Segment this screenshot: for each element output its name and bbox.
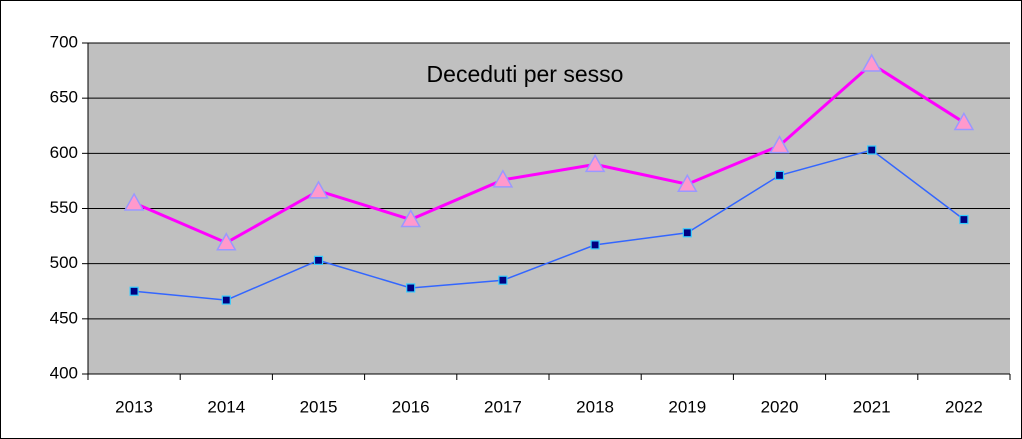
point-marker [584,153,606,173]
point-marker [129,286,139,296]
point-marker [221,295,231,305]
point-marker [953,111,975,131]
y-tick-label: 550 [50,198,78,217]
x-tick-label: 2015 [300,397,338,416]
x-tick-label: 2014 [207,397,245,416]
x-tick-label: 2021 [853,397,891,416]
y-tick-label: 500 [50,253,78,272]
x-tick-label: 2022 [945,397,983,416]
y-tick-label: 400 [50,363,78,382]
point-marker [861,53,882,72]
x-tick-label: 2017 [484,397,522,416]
point-marker [774,170,785,180]
point-marker [406,283,416,293]
point-marker [216,232,237,251]
point-marker [313,255,324,265]
point-marker [682,228,692,238]
series-line [133,62,965,245]
x-tick-label: 2016 [392,397,430,416]
x-tick-label: 2013 [115,397,153,416]
point-marker [590,240,600,250]
point-marker [123,192,145,211]
point-marker [498,275,508,285]
point-marker [400,209,421,228]
chart-title: Deceduti per sesso [427,61,624,87]
y-tick-label: 650 [50,88,78,107]
point-marker [867,145,877,155]
point-marker [492,169,514,188]
x-tick-label: 2019 [668,397,706,416]
x-tick-label: 2020 [761,397,799,416]
y-tick-label: 450 [50,308,78,327]
y-tick-label: 700 [50,32,78,51]
point-marker [308,180,329,199]
point-marker [959,214,969,225]
y-tick-label: 600 [50,143,78,162]
point-marker [677,173,698,192]
x-tick-label: 2018 [576,397,614,416]
point-marker [769,135,790,154]
plot-area: 400 450 500 550 600 650 700 2013 2014 2015 2016 201… [50,32,1011,416]
series-line [134,149,965,301]
